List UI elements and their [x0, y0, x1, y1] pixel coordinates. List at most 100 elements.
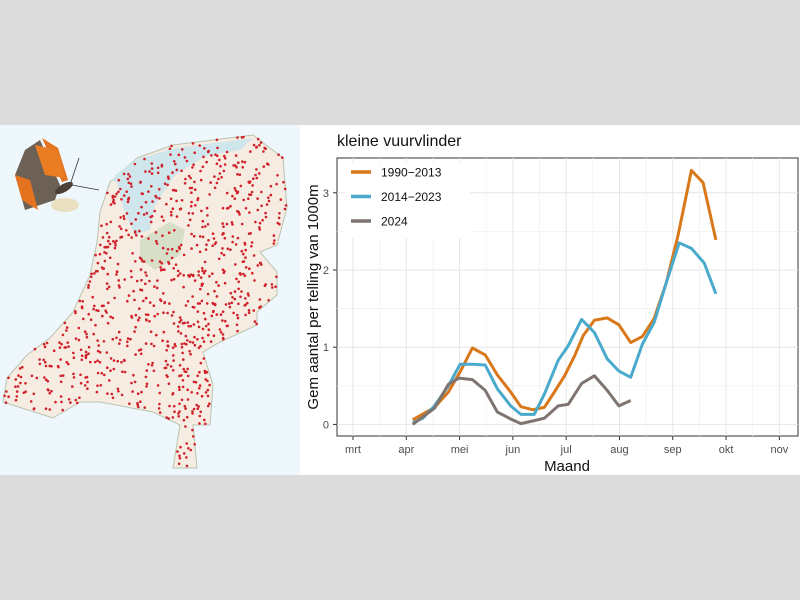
observation-dot [276, 174, 279, 177]
observation-dot [197, 405, 200, 408]
observation-dot [140, 288, 144, 292]
observation-dot [190, 200, 193, 204]
observation-dot [94, 253, 97, 257]
observation-dot [114, 244, 117, 247]
observation-dot [204, 269, 207, 273]
observation-dot [195, 243, 199, 247]
observation-dot [224, 303, 228, 306]
observation-dot [151, 200, 154, 203]
x-tick-label: okt [719, 444, 734, 456]
observation-dot [205, 243, 208, 246]
observation-dot [267, 196, 270, 200]
observation-dot [66, 341, 69, 344]
observation-dot [241, 160, 244, 163]
observation-dot [145, 385, 148, 388]
netherlands-observation-map [0, 125, 300, 475]
observation-dot [258, 298, 262, 301]
observation-dot [178, 456, 182, 460]
observation-dot [138, 229, 141, 233]
observation-dot [183, 370, 186, 373]
observation-dot [209, 181, 212, 184]
observation-dot [178, 454, 181, 458]
observation-dot [181, 148, 184, 151]
observation-dot [141, 259, 144, 263]
legend-label: 2024 [381, 215, 408, 229]
observation-dot [136, 392, 140, 396]
observation-dot [108, 379, 111, 382]
observation-dot [183, 342, 186, 345]
observation-dot [139, 352, 143, 356]
observation-dot [158, 188, 161, 191]
observation-dot [197, 270, 200, 273]
y-axis-label: Gem aantal per telling van 1000m [305, 184, 322, 409]
series-line-1 [412, 241, 718, 425]
observation-dot [272, 234, 276, 237]
observation-dot [101, 236, 105, 239]
observation-dot [112, 359, 116, 362]
observation-dot [182, 274, 185, 277]
observation-dot [160, 261, 164, 265]
observation-dot [109, 203, 113, 206]
observation-dot [247, 311, 251, 315]
observation-dot [172, 359, 175, 362]
observation-dot [78, 396, 81, 400]
x-axis-label: Maand [544, 458, 590, 475]
observation-dot [174, 189, 178, 192]
observation-dot [167, 231, 171, 234]
observation-dot [187, 274, 190, 277]
observation-dot [231, 235, 235, 238]
observation-dot [189, 324, 193, 328]
observation-dot [182, 253, 186, 257]
observation-dot [162, 311, 165, 315]
observation-dot [178, 374, 181, 378]
observation-dot [74, 310, 77, 313]
observation-dot [252, 254, 256, 257]
observation-dot [115, 336, 118, 340]
observation-dot [269, 184, 273, 188]
observation-dot [201, 269, 204, 273]
observation-dot [188, 186, 192, 190]
observation-dot [22, 391, 26, 395]
observation-dot [206, 379, 209, 383]
observation-dot [255, 145, 258, 149]
observation-dot [172, 310, 175, 314]
observation-dot [183, 404, 187, 408]
observation-dot [107, 301, 110, 305]
observation-dot [173, 229, 176, 232]
observation-dot [174, 162, 177, 166]
observation-dot [239, 295, 242, 299]
observation-dot [171, 369, 175, 372]
observation-dot [58, 346, 62, 349]
observation-dot [182, 285, 185, 289]
observation-dot [163, 301, 167, 304]
observation-dot [258, 226, 261, 229]
observation-dot [186, 321, 190, 324]
observation-dot [96, 371, 100, 375]
observation-dot [141, 192, 144, 196]
observation-dot [183, 156, 187, 159]
observation-dot [83, 330, 87, 334]
observation-dot [191, 142, 195, 145]
observation-dot [278, 212, 281, 215]
observation-dot [191, 305, 195, 309]
observation-dot [222, 225, 225, 228]
observation-dot [109, 369, 112, 373]
observation-dot [150, 364, 154, 367]
observation-dot [129, 269, 133, 273]
observation-dot [128, 175, 132, 178]
observation-dot [191, 273, 195, 277]
observation-dot [252, 143, 256, 147]
observation-dot [187, 325, 190, 328]
observation-dot [127, 233, 130, 237]
observation-dot [193, 151, 196, 154]
observation-dot [241, 166, 244, 169]
observation-dot [97, 344, 100, 347]
observation-dot [189, 448, 193, 452]
observation-dot [201, 165, 205, 169]
observation-dot [247, 309, 251, 312]
observation-dot [132, 289, 135, 293]
observation-dot [180, 243, 183, 247]
observation-dot [152, 304, 156, 308]
observation-dot [158, 402, 161, 406]
observation-dot [249, 150, 252, 153]
